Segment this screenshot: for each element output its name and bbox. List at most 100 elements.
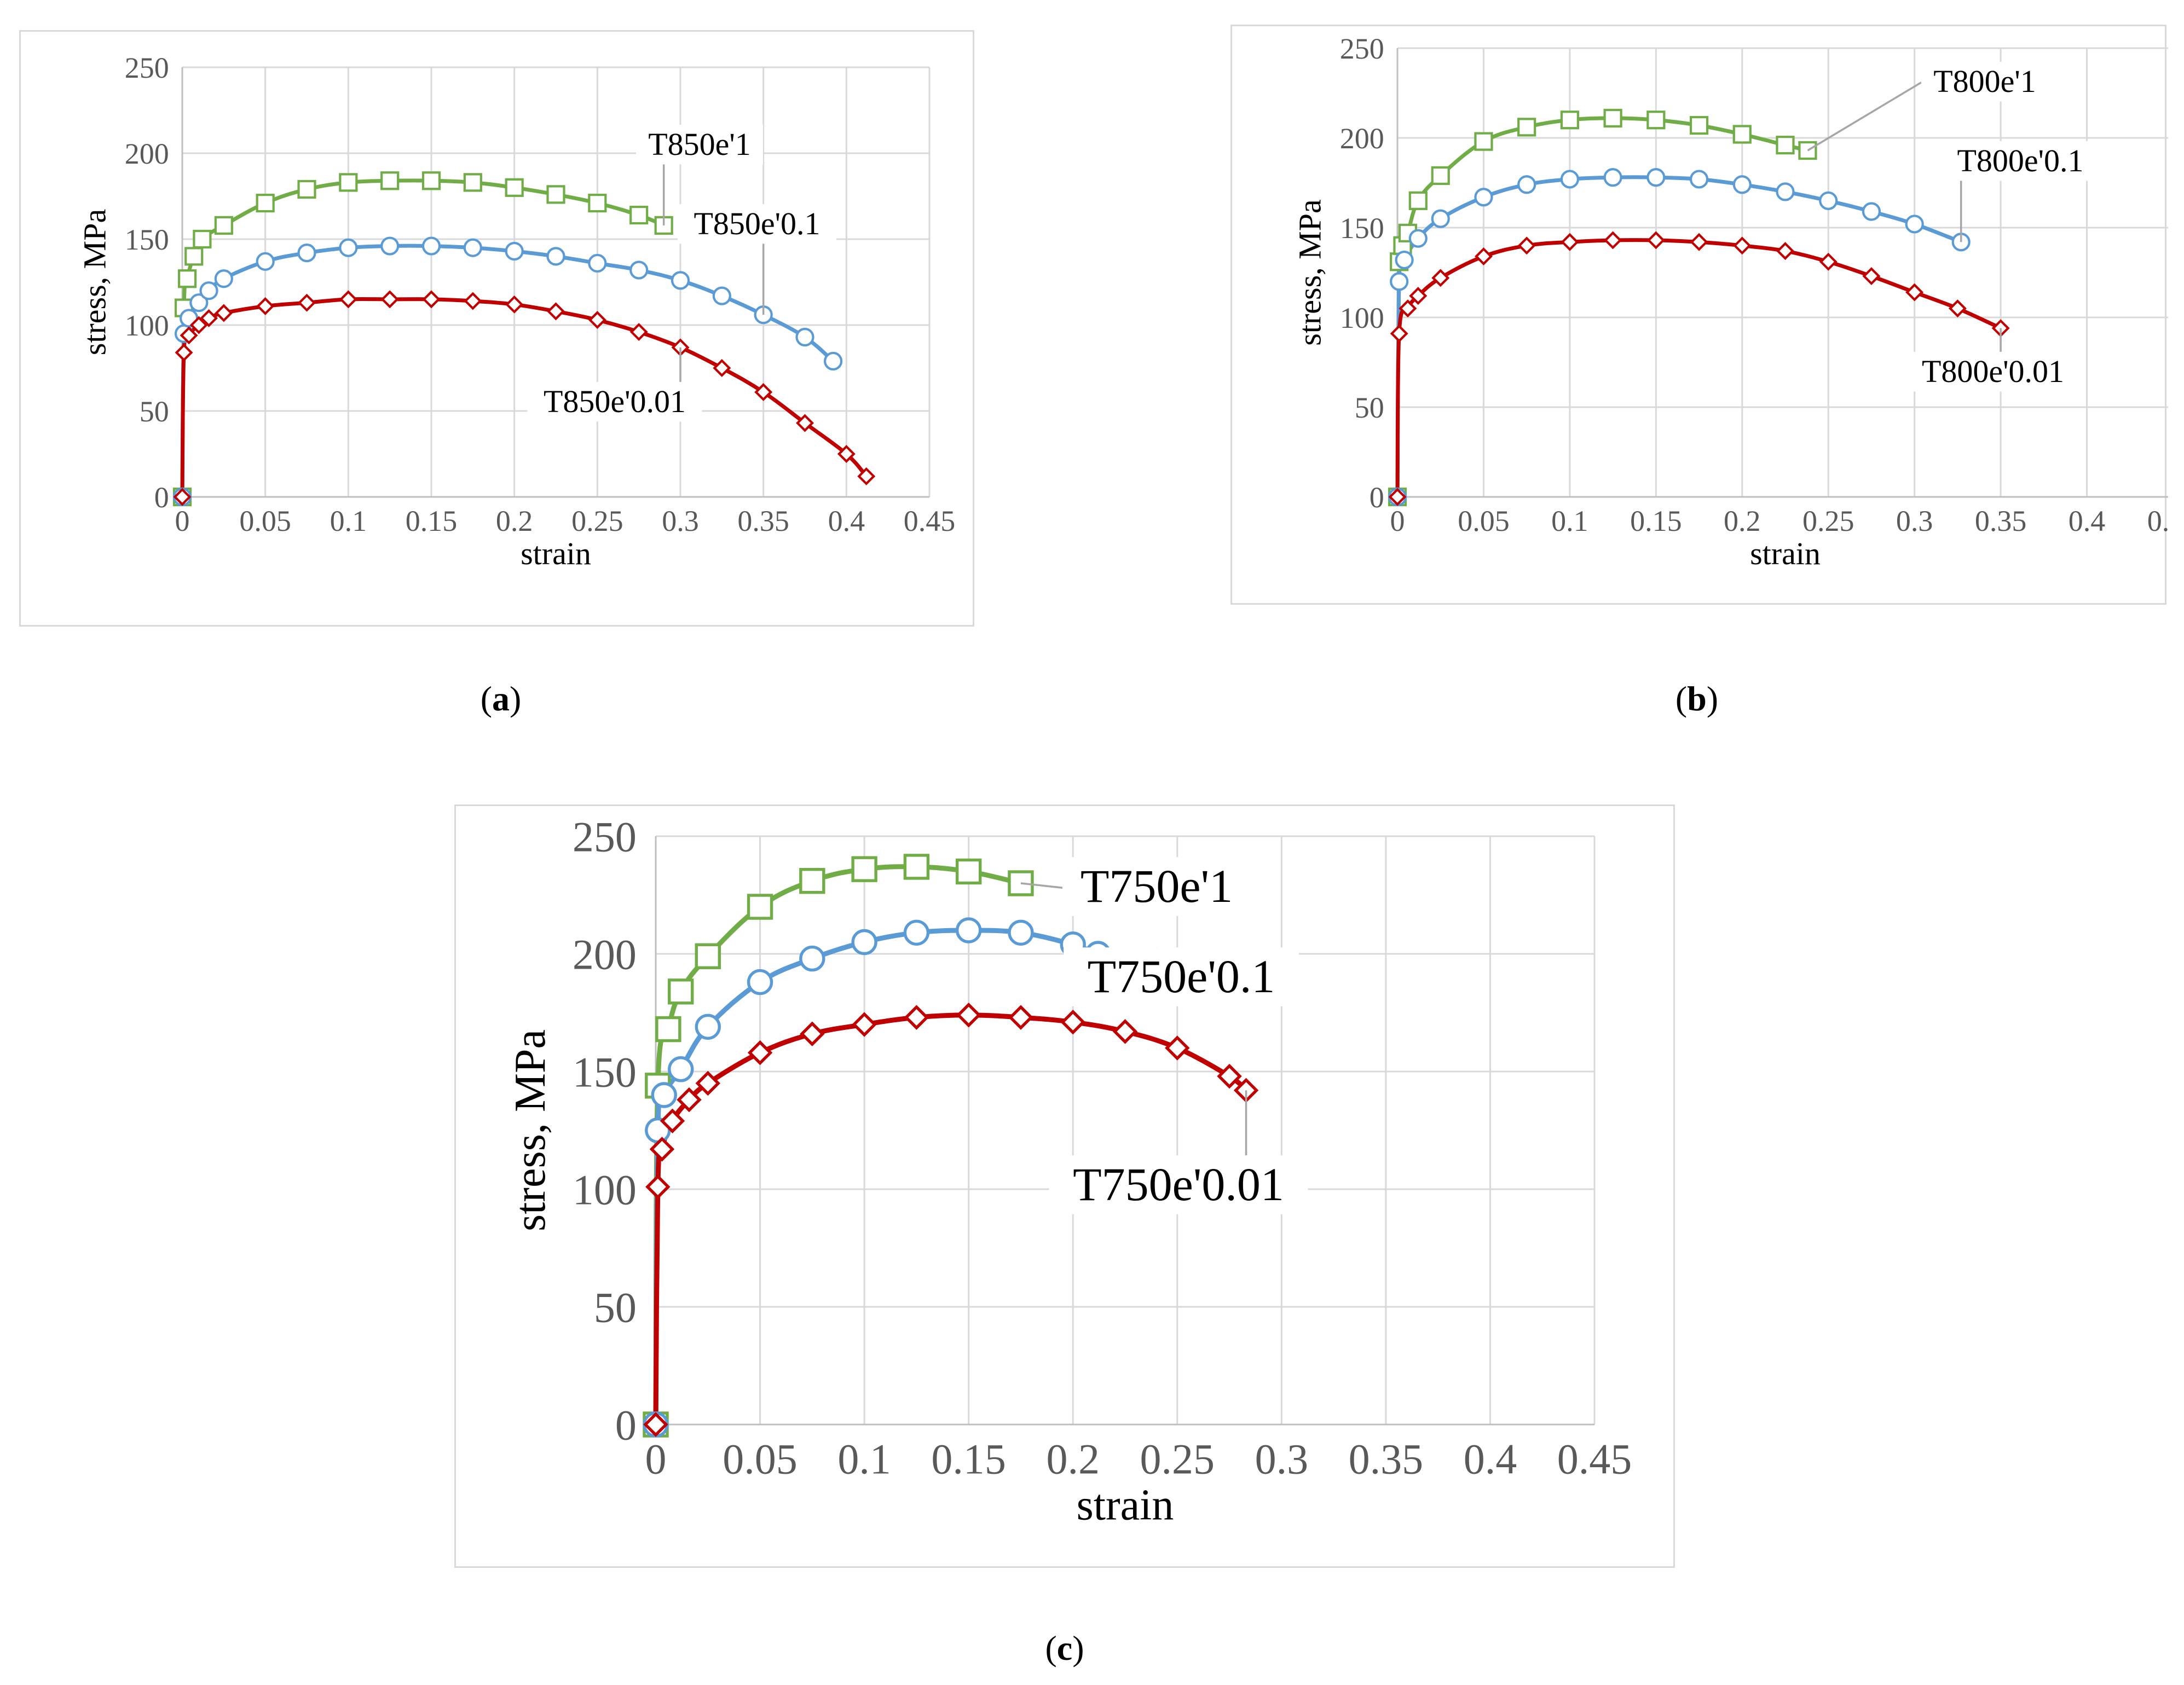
data-point-square xyxy=(1517,118,1536,137)
data-point-diamond xyxy=(200,309,218,327)
data-point-square xyxy=(1431,166,1450,185)
data-point-circle xyxy=(256,252,275,271)
y-tick-label: 250 xyxy=(125,51,169,84)
y-axis-title: stress, MPa xyxy=(77,209,113,355)
x-tick-label: 0.05 xyxy=(239,505,291,537)
data-point-diamond xyxy=(1474,247,1493,265)
x-tick-label: 0.3 xyxy=(1255,1435,1309,1483)
annotation-bg xyxy=(1049,1155,1308,1214)
y-axis-title: stress, MPa xyxy=(1292,199,1328,345)
x-tick-label: 0.2 xyxy=(496,505,533,537)
data-point-square xyxy=(1474,132,1493,151)
y-tick-label: 200 xyxy=(125,137,169,170)
data-point-circle xyxy=(671,271,690,290)
annotation-leader xyxy=(1807,82,1922,152)
data-point-circle xyxy=(1390,272,1409,291)
data-point-square xyxy=(799,867,825,894)
x-tick-label: 0.3 xyxy=(1896,505,1933,537)
data-point-circle xyxy=(1603,168,1622,187)
y-tick-label: 150 xyxy=(125,223,169,256)
data-point-diamond xyxy=(1819,252,1838,271)
series-line-2 xyxy=(653,928,1159,1427)
data-point-circle xyxy=(1517,175,1536,194)
x-tick-label: 0.15 xyxy=(931,1435,1006,1483)
data-point-diamond xyxy=(649,1137,675,1162)
annotation-label: T750e'0.1 xyxy=(1088,950,1275,1003)
data-point-diamond xyxy=(1561,233,1579,251)
data-point-square xyxy=(178,269,197,288)
data-point-diamond xyxy=(645,1174,671,1200)
data-point-square xyxy=(1560,111,1579,130)
data-point-circle xyxy=(851,929,877,956)
data-point-diamond xyxy=(1165,1035,1190,1061)
data-point-circle xyxy=(695,1014,721,1040)
data-point-diamond xyxy=(256,297,275,315)
y-axis-title: stress, MPa xyxy=(506,1029,554,1231)
data-point-diamond xyxy=(643,1412,668,1437)
data-point-diamond xyxy=(1905,283,1924,302)
data-point-square xyxy=(1646,111,1666,130)
data-point-diamond xyxy=(904,1005,929,1030)
data-point-circle xyxy=(668,1056,694,1082)
data-point-diamond xyxy=(1862,267,1881,286)
data-point-square xyxy=(1603,108,1622,128)
data-point-circle xyxy=(1862,202,1881,221)
data-point-square xyxy=(903,854,930,880)
x-tick-label: 0 xyxy=(175,505,190,537)
x-tick-label: 0 xyxy=(645,1435,667,1483)
data-point-diamond xyxy=(588,311,606,329)
series-line-2 xyxy=(1395,175,1963,499)
annotation-label: T750e'0.01 xyxy=(1073,1158,1284,1211)
y-tick-label: 200 xyxy=(573,930,637,978)
series-line-1 xyxy=(180,178,666,499)
y-tick-label: 200 xyxy=(1340,122,1384,155)
data-point-diamond xyxy=(1776,242,1794,260)
data-point-diamond xyxy=(629,323,648,341)
data-point-square xyxy=(1776,136,1795,155)
data-point-circle xyxy=(747,969,773,995)
data-point-diamond xyxy=(695,1070,720,1096)
data-point-square xyxy=(184,247,204,266)
data-point-diamond xyxy=(464,292,482,310)
data-point-diamond xyxy=(1409,287,1428,305)
chart-panel-a: 0 0.05 0.1 0.15 0.2 0.25 0.3 0.35 0.4 0.45 0 50 100 1… xyxy=(19,30,974,627)
annotation-label: T850e'0.1 xyxy=(694,206,820,241)
data-point-diamond xyxy=(1604,231,1622,250)
x-tick-label: 0.25 xyxy=(571,505,623,537)
annotation-bg xyxy=(636,124,763,165)
data-point-circle xyxy=(297,244,316,263)
annotation-label: T850e'1 xyxy=(648,126,751,162)
chart-panel-b: 0 0.05 0.1 0.15 0.2 0.25 0.3 0.35 0.4 0.45 0 50 100 1… xyxy=(1230,25,2168,605)
data-point-square xyxy=(655,1016,681,1043)
data-point-diamond xyxy=(1517,236,1536,255)
y-tick-label: 250 xyxy=(573,813,637,860)
data-point-square xyxy=(256,193,275,213)
data-point-square xyxy=(1798,141,1817,160)
data-point-diamond xyxy=(1431,269,1450,287)
data-point-diamond xyxy=(175,343,193,362)
chart-a-svg: 0 0.05 0.1 0.15 0.2 0.25 0.3 0.35 0.4 0.45 0 50 100 1… xyxy=(77,51,956,571)
data-point-diamond xyxy=(215,304,233,322)
data-point-square xyxy=(463,173,482,192)
data-point-circle xyxy=(1776,182,1795,201)
data-point-circle xyxy=(421,236,441,256)
data-point-circle xyxy=(823,351,843,371)
data-point-square xyxy=(339,173,358,192)
x-tick-label: 0.15 xyxy=(406,505,458,537)
x-tick-label: 0.05 xyxy=(1458,505,1510,537)
data-point-circle xyxy=(588,253,607,273)
x-tick-label: 0.05 xyxy=(723,1435,798,1483)
chart-b-svg: 0 0.05 0.1 0.15 0.2 0.25 0.3 0.35 0.4 0.45 0 50 100 1… xyxy=(1292,32,2168,571)
caption-c: (c) xyxy=(1045,1629,1084,1667)
data-point-circle xyxy=(903,919,930,946)
data-point-diamond xyxy=(1112,1019,1138,1044)
y-tick-label: 100 xyxy=(1340,302,1384,334)
annotation-bg xyxy=(1905,351,2081,392)
data-point-circle xyxy=(795,327,814,347)
data-point-diamond xyxy=(660,1108,685,1134)
data-point-square xyxy=(629,205,649,225)
x-tick-label: 0.45 xyxy=(1557,1435,1632,1483)
data-point-diamond xyxy=(796,414,814,432)
data-point-diamond xyxy=(1646,231,1665,250)
data-point-circle xyxy=(214,269,233,288)
